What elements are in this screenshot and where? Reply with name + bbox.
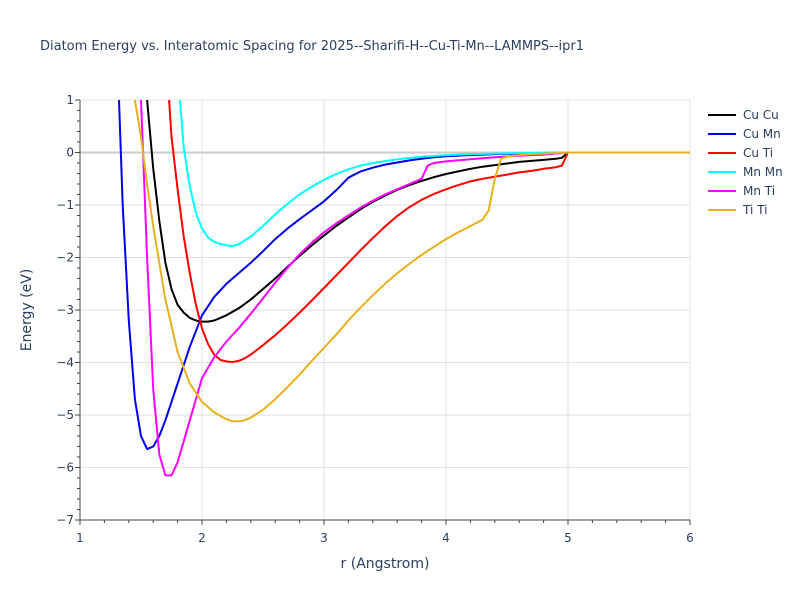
series-line-cu-mn: [118, 99, 690, 451]
legend-item[interactable]: Mn Ti: [708, 184, 775, 198]
y-tick-label: −2: [56, 251, 74, 265]
series-line-mn-mn: [179, 99, 690, 247]
legend-label: Cu Cu: [743, 108, 779, 122]
legend-label: Cu Ti: [743, 146, 773, 160]
x-tick-label: 6: [686, 531, 694, 545]
x-tick-label: 3: [320, 531, 328, 545]
y-tick-label: −7: [56, 513, 74, 527]
series-line-ti-ti: [133, 99, 690, 423]
legend-item[interactable]: Mn Mn: [708, 165, 783, 179]
legend-item[interactable]: Cu Mn: [708, 127, 781, 141]
y-tick-label: −3: [56, 303, 74, 317]
series-lines: [118, 99, 690, 477]
x-tick-labels: 1 2 3 4 5 6: [76, 531, 694, 545]
series-line-cu-cu: [146, 99, 690, 323]
legend-item[interactable]: Cu Cu: [708, 108, 779, 122]
series-line-mn-ti: [140, 99, 690, 477]
legend-label: Cu Mn: [743, 127, 781, 141]
legend-label: Mn Mn: [743, 165, 783, 179]
x-tick-label: 4: [442, 531, 450, 545]
legend-label: Mn Ti: [743, 184, 775, 198]
y-tick-label: −6: [56, 461, 74, 475]
y-tick-label: −5: [56, 408, 74, 422]
x-tick-label: 2: [198, 531, 206, 545]
y-tick-label: 0: [66, 146, 74, 160]
legend-item[interactable]: Cu Ti: [708, 146, 773, 160]
x-tick-label: 5: [564, 531, 572, 545]
y-axis-title: Energy (eV): [19, 269, 35, 352]
series-line-cu-ti: [168, 99, 690, 363]
chart-title: Diatom Energy vs. Interatomic Spacing fo…: [40, 39, 584, 54]
legend-label: Ti Ti: [742, 203, 767, 217]
legend[interactable]: Cu Cu Cu Mn Cu Ti Mn Mn Mn Ti Ti Ti: [708, 108, 783, 217]
axes: [75, 99, 691, 525]
x-axis-title: r (Angstrom): [341, 556, 430, 572]
x-tick-label: 1: [76, 531, 84, 545]
y-tick-label: 1: [66, 93, 74, 107]
y-tick-label: −4: [56, 356, 74, 370]
y-tick-label: −1: [56, 198, 74, 212]
legend-item[interactable]: Ti Ti: [708, 203, 767, 217]
y-tick-labels: 1 0 −1 −2 −3 −4 −5 −6 −7: [56, 93, 74, 527]
